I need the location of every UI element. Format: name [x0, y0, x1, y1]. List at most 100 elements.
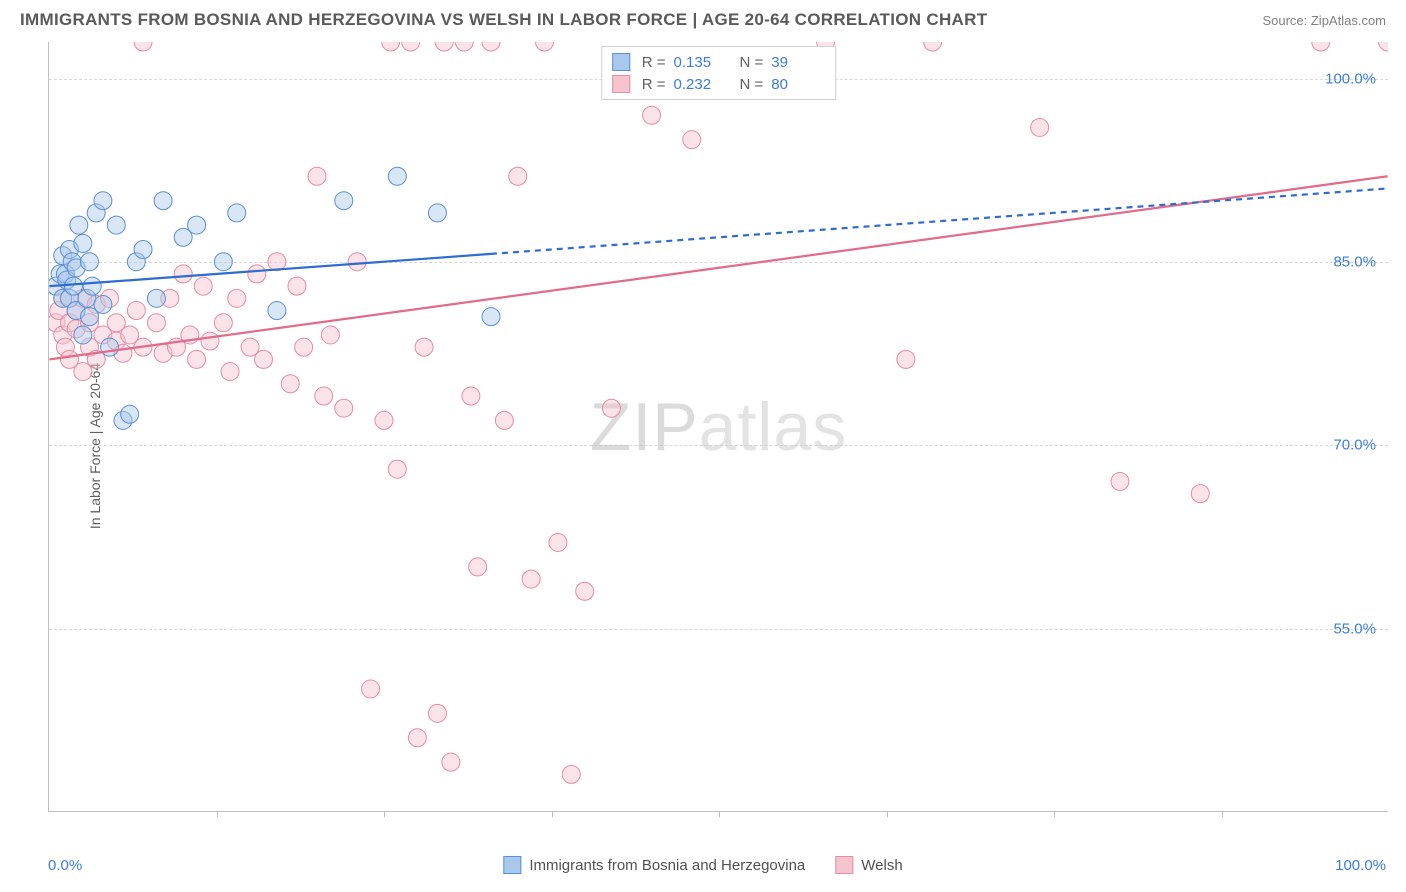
data-point	[214, 314, 232, 332]
r-value-welsh: 0.232	[674, 76, 728, 93]
data-point	[924, 42, 942, 51]
data-point	[1312, 42, 1330, 51]
data-point	[228, 204, 246, 222]
data-point	[402, 42, 420, 51]
data-point	[174, 265, 192, 283]
n-label: N =	[740, 54, 764, 71]
x-axis-max-label: 100.0%	[1335, 857, 1386, 874]
legend-bottom: Immigrants from Bosnia and Herzegovina W…	[503, 856, 902, 874]
data-point	[536, 42, 554, 51]
swatch-welsh-icon	[835, 856, 853, 874]
data-point	[288, 277, 306, 295]
n-label: N =	[740, 76, 764, 93]
legend-label-welsh: Welsh	[861, 857, 902, 874]
data-point	[308, 167, 326, 185]
data-point	[83, 277, 101, 295]
data-point	[362, 680, 380, 698]
data-point	[408, 729, 426, 747]
data-point	[435, 42, 453, 51]
data-point	[388, 167, 406, 185]
legend-item-welsh: Welsh	[835, 856, 902, 874]
data-point	[576, 582, 594, 600]
scatter-svg	[49, 42, 1388, 811]
data-point	[482, 42, 500, 51]
legend-stats-box: R = 0.135 N = 39 R = 0.232 N = 80	[601, 46, 837, 100]
legend-row-bosnia: R = 0.135 N = 39	[612, 51, 826, 73]
data-point	[375, 411, 393, 429]
x-tick	[384, 811, 385, 817]
data-point	[107, 216, 125, 234]
data-point	[549, 533, 567, 551]
data-point	[683, 131, 701, 149]
swatch-welsh-icon	[612, 75, 630, 93]
data-point	[462, 387, 480, 405]
data-point	[602, 399, 620, 417]
data-point	[321, 326, 339, 344]
data-point	[428, 204, 446, 222]
data-point	[469, 558, 487, 576]
data-point	[147, 289, 165, 307]
data-point	[228, 289, 246, 307]
x-axis-min-label: 0.0%	[48, 857, 82, 874]
data-point	[1031, 118, 1049, 136]
data-point	[194, 277, 212, 295]
data-point	[268, 302, 286, 320]
r-label: R =	[642, 76, 666, 93]
data-point	[388, 460, 406, 478]
chart-title: IMMIGRANTS FROM BOSNIA AND HERZEGOVINA V…	[20, 10, 987, 30]
x-tick	[887, 811, 888, 817]
data-point	[281, 375, 299, 393]
legend-row-welsh: R = 0.232 N = 80	[612, 73, 826, 95]
x-tick	[1054, 811, 1055, 817]
data-point	[1191, 485, 1209, 503]
x-tick	[719, 811, 720, 817]
data-point	[255, 350, 273, 368]
source-attribution: Source: ZipAtlas.com	[1262, 13, 1386, 28]
chart-plot-area: ZIPatlas R = 0.135 N = 39 R = 0.232 N = …	[48, 42, 1388, 812]
data-point	[1379, 42, 1388, 51]
data-point	[1111, 472, 1129, 490]
n-value-welsh: 80	[771, 76, 825, 93]
swatch-bosnia-icon	[612, 53, 630, 71]
data-point	[188, 350, 206, 368]
r-value-bosnia: 0.135	[674, 54, 728, 71]
data-point	[101, 338, 119, 356]
x-tick	[1222, 811, 1223, 817]
data-point	[134, 42, 152, 51]
data-point	[643, 106, 661, 124]
data-point	[248, 265, 266, 283]
data-point	[335, 192, 353, 210]
data-point	[495, 411, 513, 429]
data-point	[94, 295, 112, 313]
data-point	[335, 399, 353, 417]
x-tick	[552, 811, 553, 817]
data-point	[74, 326, 92, 344]
data-point	[127, 302, 145, 320]
swatch-bosnia-icon	[503, 856, 521, 874]
data-point	[348, 253, 366, 271]
data-point	[442, 753, 460, 771]
legend-item-bosnia: Immigrants from Bosnia and Herzegovina	[503, 856, 805, 874]
data-point	[415, 338, 433, 356]
data-point	[74, 234, 92, 252]
data-point	[315, 387, 333, 405]
data-point	[134, 241, 152, 259]
x-tick	[217, 811, 218, 817]
data-point	[562, 765, 580, 783]
data-point	[295, 338, 313, 356]
data-point	[121, 405, 139, 423]
legend-label-bosnia: Immigrants from Bosnia and Herzegovina	[529, 857, 805, 874]
data-point	[81, 253, 99, 271]
trend-line-dashed	[491, 188, 1388, 253]
data-point	[522, 570, 540, 588]
data-point	[188, 216, 206, 234]
data-point	[70, 216, 88, 234]
data-point	[201, 332, 219, 350]
data-point	[382, 42, 400, 51]
data-point	[154, 192, 172, 210]
data-point	[221, 363, 239, 381]
data-point	[509, 167, 527, 185]
r-label: R =	[642, 54, 666, 71]
data-point	[897, 350, 915, 368]
n-value-bosnia: 39	[771, 54, 825, 71]
